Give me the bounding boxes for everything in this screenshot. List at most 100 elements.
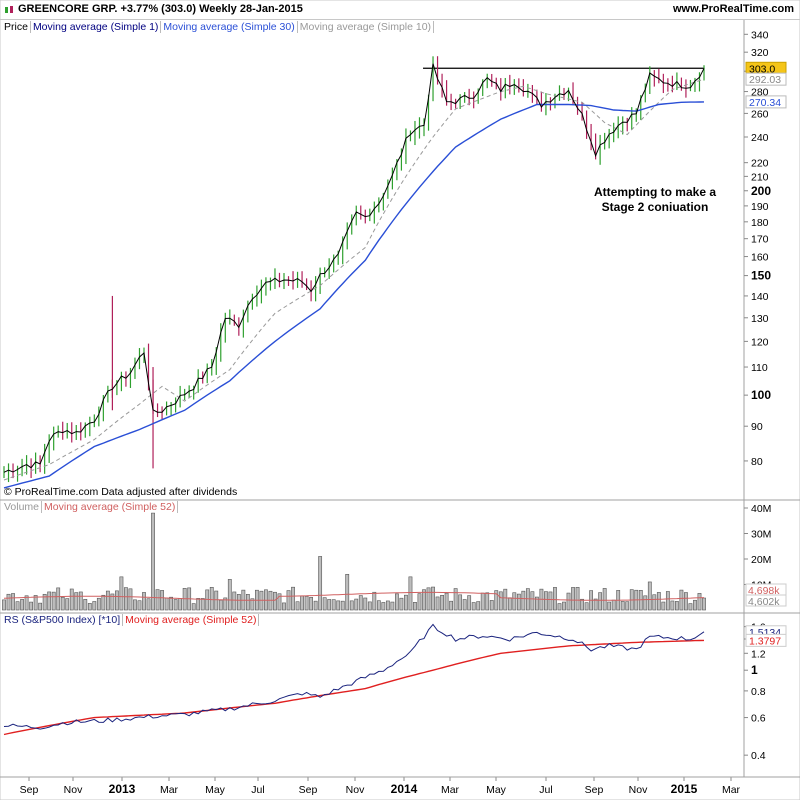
volume-bar	[512, 592, 517, 611]
volume-bar	[110, 593, 115, 611]
price-badge	[745, 95, 787, 109]
rs-tick-label: 1	[751, 663, 758, 677]
volume-bar	[331, 599, 336, 611]
volume-bar	[444, 592, 449, 611]
volume-bar	[42, 593, 47, 611]
volume-bar	[286, 590, 291, 611]
volume-bar	[390, 601, 395, 611]
price-legend[interactable]: Price Moving average (Simple 1) Moving ave…	[2, 21, 435, 34]
volume-bar	[60, 596, 65, 611]
rs-line	[3, 623, 705, 730]
price-tick-label: 80	[751, 456, 763, 468]
volume-bar	[367, 601, 372, 611]
volume-bar	[300, 595, 304, 611]
volume-bar	[417, 593, 422, 611]
volume-bar	[544, 591, 548, 611]
volume-bar	[372, 591, 377, 611]
volume-bar	[105, 590, 110, 611]
volume-badge-label: 4,698k	[748, 585, 780, 597]
rs-ma-line	[3, 639, 705, 736]
rs-tick-label: 0.8	[751, 686, 766, 698]
volume-bar	[358, 595, 363, 611]
volume-bar	[340, 600, 345, 611]
x-tick-label: Sep	[585, 784, 604, 796]
volume-bar	[462, 599, 467, 611]
x-tick-label: Mar	[722, 784, 741, 796]
volume-bar	[318, 556, 323, 611]
volume-bar	[65, 598, 70, 611]
volume-bar	[6, 593, 11, 611]
volume-bar	[173, 599, 178, 611]
price-tick-label: 210	[751, 171, 769, 183]
volume-bar	[96, 597, 101, 611]
volume-bar	[78, 591, 83, 611]
price-tick-label: 200	[751, 184, 771, 198]
volume-bar	[273, 591, 277, 611]
annotation-line-2: Stage 2 coniuation	[601, 200, 709, 214]
volume-bar	[227, 579, 232, 611]
annotation-line-1: Attempting to make a	[593, 185, 716, 199]
volume-bar	[146, 598, 151, 611]
volume-bar	[684, 592, 688, 611]
volume-bar	[453, 588, 458, 611]
volume-bar	[702, 597, 706, 611]
volume-bar	[74, 592, 79, 611]
volume-bar	[101, 594, 106, 611]
volume-bar	[498, 591, 503, 611]
legend-price: Price	[2, 21, 31, 33]
volume-bar	[516, 593, 521, 611]
x-tick-label: 2014	[391, 782, 418, 796]
x-tick-label: 2015	[671, 782, 698, 796]
volume-bar	[575, 587, 580, 611]
volume-bar	[665, 591, 670, 611]
instrument-title: GREENCORE GRP. +3.77% (303.0) Weekly 28-…	[18, 3, 303, 15]
rs-tick-label: 1.2	[751, 648, 766, 660]
x-tick-label: Mar	[441, 784, 460, 796]
volume-bar	[214, 590, 219, 611]
volume-legend[interactable]: Volume Moving average (Simple 52)	[2, 501, 179, 514]
volume-bar	[566, 592, 571, 611]
volume-bar	[160, 590, 164, 611]
rs-legend[interactable]: RS (S&P500 Index) [*10] Moving average (S…	[2, 614, 260, 627]
volume-bar	[124, 587, 128, 611]
volume-bar	[440, 595, 444, 611]
volume-bar	[611, 599, 616, 611]
volume-bar	[675, 601, 679, 611]
volume-bar	[223, 597, 228, 611]
x-tick-label: Jul	[539, 784, 552, 796]
volume-bar	[345, 573, 350, 611]
x-tick-label: Mar	[160, 784, 179, 796]
volume-bar	[291, 586, 295, 611]
volume-bar	[449, 600, 453, 611]
price-tick-label: 130	[751, 313, 769, 325]
volume-bar	[494, 590, 499, 611]
volume-bar	[309, 597, 313, 611]
volume-bar	[381, 602, 386, 611]
volume-bar	[209, 587, 214, 611]
volume-bar	[24, 595, 29, 611]
volume-bar	[128, 588, 133, 611]
volume-bar	[530, 591, 535, 611]
ma1-line	[3, 63, 705, 473]
volume-bar	[503, 588, 508, 611]
volume-bar	[661, 601, 666, 611]
price-tick-label: 260	[751, 108, 769, 120]
volume-bar	[656, 592, 661, 611]
volume-bar	[200, 598, 205, 611]
volume-bar	[87, 603, 92, 611]
volume-bar	[647, 581, 652, 611]
volume-bar	[489, 600, 494, 611]
volume-bar	[602, 588, 607, 611]
price-tick-label: 150	[751, 269, 771, 283]
price-tick-label: 110	[751, 362, 768, 374]
volume-bar	[47, 591, 52, 611]
volume-bar	[51, 591, 56, 611]
price-tick-label: 100	[751, 388, 771, 402]
volume-badge-label: 4,602k	[748, 596, 780, 608]
volume-bar	[652, 594, 657, 611]
volume-bar	[56, 587, 61, 611]
site-url[interactable]: www.ProRealTime.com	[672, 3, 794, 15]
legend-ma30: Moving average (Simple 30)	[161, 21, 298, 33]
